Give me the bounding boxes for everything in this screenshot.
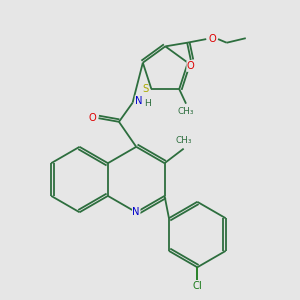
Text: CH₃: CH₃ <box>176 136 192 145</box>
Text: H: H <box>144 99 151 108</box>
Text: Cl: Cl <box>192 281 202 291</box>
Text: O: O <box>88 113 96 123</box>
Text: N: N <box>135 96 143 106</box>
Text: S: S <box>142 84 148 94</box>
Text: N: N <box>133 207 140 217</box>
Text: O: O <box>187 61 195 71</box>
Text: CH₃: CH₃ <box>178 107 194 116</box>
Text: O: O <box>209 34 217 44</box>
